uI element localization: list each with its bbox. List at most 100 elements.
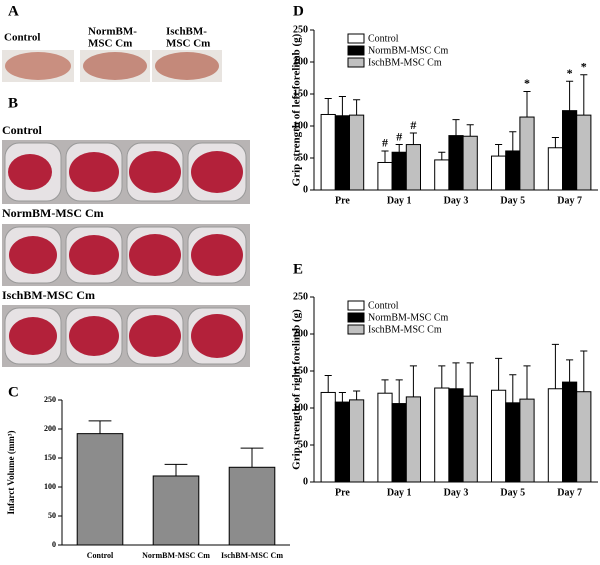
bar <box>547 388 563 483</box>
legend-label: Control <box>368 300 399 311</box>
annotation: * <box>524 76 530 90</box>
y-tick-label: 0 <box>52 540 56 549</box>
y-tick-label: 100 <box>293 402 308 413</box>
y-tick-label: 0 <box>303 476 308 487</box>
bar <box>349 114 365 191</box>
bar <box>76 433 124 546</box>
y-tick-label: 250 <box>44 395 56 404</box>
brain <box>155 52 219 80</box>
error-bar <box>509 374 517 403</box>
error-bar <box>324 97 332 115</box>
panel-label: C <box>8 384 19 400</box>
slice <box>191 234 243 276</box>
y-tick-label: 150 <box>44 453 56 462</box>
y-tick-label: 150 <box>293 365 308 376</box>
error-bar <box>438 151 446 160</box>
error-bar <box>551 137 559 148</box>
bar <box>320 113 336 191</box>
bar <box>405 396 421 483</box>
bar <box>462 135 478 191</box>
panel-label: D <box>293 3 304 19</box>
bar <box>505 150 521 191</box>
error-bar <box>495 357 503 391</box>
x-tick-label: Day 1 <box>387 487 412 498</box>
x-tick-label: IschBM-MSC Cm <box>221 551 283 560</box>
bar <box>448 388 464 483</box>
bar <box>562 381 578 483</box>
legend-swatch <box>347 300 365 311</box>
y-tick-label: 0 <box>303 184 308 195</box>
y-tick-label: 100 <box>293 120 308 131</box>
y-tick-label: 100 <box>44 482 56 491</box>
x-tick-label: Control <box>87 551 114 560</box>
bar <box>334 401 350 483</box>
y-tick-label: 250 <box>293 291 308 302</box>
slice <box>9 236 57 274</box>
error-bar <box>338 96 346 116</box>
bar <box>547 147 563 191</box>
error-bar <box>409 132 417 145</box>
x-tick-label: Day 5 <box>500 487 525 498</box>
slice <box>9 317 57 355</box>
y-tick-label: 50 <box>298 439 308 450</box>
legend-swatch <box>347 57 365 68</box>
bar <box>405 144 421 191</box>
photo-label: Control <box>4 32 40 44</box>
legend-label: NormBM-MSC Cm <box>368 45 449 56</box>
error-bar <box>438 365 446 389</box>
bar <box>491 155 507 191</box>
error-bar <box>353 390 361 400</box>
error-bar <box>338 391 346 403</box>
y-tick-label: 50 <box>48 511 56 520</box>
error-bar <box>395 379 403 404</box>
bar <box>434 159 450 191</box>
error-bar <box>523 90 531 118</box>
x-tick-label: Day 3 <box>444 487 469 498</box>
y-axis-label: Infarct Volume (mm³) <box>6 430 16 514</box>
x-tick-label: NormBM-MSC Cm <box>142 551 210 560</box>
legend-label: Control <box>368 33 399 44</box>
slice <box>191 314 243 358</box>
y-axis-label: Grip strength of left forelimb (g) <box>291 33 303 186</box>
error-bar <box>551 343 559 389</box>
y-tick-label: 200 <box>44 424 56 433</box>
legend-swatch <box>347 33 365 44</box>
error-bar <box>240 447 264 468</box>
bar <box>562 110 578 191</box>
slice <box>129 315 181 357</box>
panel-label: B <box>8 95 18 111</box>
legend-label: IschBM-MSC Cm <box>368 57 442 68</box>
photo-label: Control <box>2 123 42 137</box>
bar <box>491 389 507 483</box>
error-bar <box>495 144 503 157</box>
bar <box>391 403 407 483</box>
slice <box>191 151 243 193</box>
bar <box>349 399 365 483</box>
photo-label: NormBM- <box>88 26 137 38</box>
x-tick-label: Day 1 <box>387 195 412 206</box>
photo-label: IschBM-MSC Cm <box>2 288 95 302</box>
error-bar <box>580 74 588 116</box>
slice <box>69 316 119 356</box>
y-tick-label: 150 <box>293 88 308 99</box>
photo-label: MSC Cm <box>88 38 132 50</box>
brain <box>83 52 147 80</box>
y-axis-label: Grip strength of right forelimb (g) <box>291 309 303 470</box>
panel-label: A <box>8 3 19 19</box>
brain <box>5 52 71 80</box>
error-bar <box>523 365 531 400</box>
error-bar <box>466 362 474 397</box>
bar <box>377 392 393 483</box>
error-bar <box>353 99 361 116</box>
annotation: # <box>396 129 402 143</box>
error-bar <box>566 80 574 111</box>
bar <box>320 391 336 483</box>
photo-label: IschBM- <box>166 26 207 38</box>
error-bar <box>88 420 112 434</box>
error-bar <box>381 150 389 163</box>
bar <box>377 161 393 191</box>
x-tick-label: Pre <box>335 487 350 498</box>
brain-photos <box>2 50 222 82</box>
error-bar <box>164 463 188 476</box>
